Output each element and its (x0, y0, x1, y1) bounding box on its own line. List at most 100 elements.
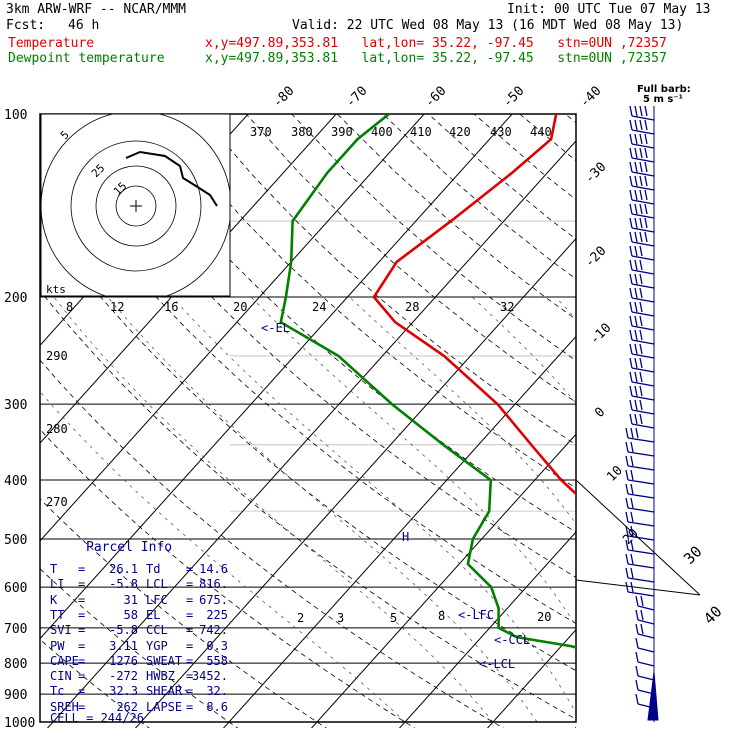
barb-flag (630, 539, 634, 551)
wind-barb (629, 217, 655, 233)
parcel-param-value: 8.6 (206, 699, 228, 714)
pressure-label: 800 (4, 657, 27, 672)
parcel-param-name: SHEAR (146, 684, 183, 699)
barb-flag (625, 469, 629, 481)
barb-flag (625, 483, 629, 495)
side-scale-label: 280 (46, 422, 68, 436)
pressure-label: 100 (4, 108, 27, 123)
barb-flag (639, 385, 643, 397)
barb-flag (625, 553, 629, 565)
wind-barb (629, 133, 655, 149)
isotherm-line (398, 531, 576, 728)
wind-barb (629, 119, 655, 135)
hodograph-ring (70, 140, 202, 272)
pressure-label: 1000 (4, 716, 35, 731)
parcel-equals: = (78, 562, 86, 576)
temperature-trace (372, 114, 576, 496)
barb-flag (630, 567, 634, 579)
parcel-equals: = (78, 699, 86, 714)
barb-shaft (631, 381, 655, 387)
barb-flag (629, 259, 633, 271)
parcel-param-value: -5.8 (109, 577, 138, 592)
parcel-equals: = (78, 577, 86, 592)
wind-barb (629, 385, 655, 401)
parcel-param-name: CCL (146, 623, 168, 638)
barb-shaft (631, 409, 655, 415)
parcel-param-value: 31 (123, 592, 138, 607)
wind-barb (635, 623, 655, 639)
el-marker: <-EL (261, 321, 290, 335)
barb-flag (630, 469, 634, 481)
barb-flag (625, 441, 629, 453)
isotherm-label: -40 (577, 84, 604, 111)
dry-adiabat (40, 219, 576, 672)
barb-flag (629, 133, 633, 145)
barb-flag (629, 329, 633, 341)
theta-label: 380 (291, 125, 313, 139)
barb-flag (634, 287, 638, 299)
barb-shaft (631, 283, 655, 289)
isotherm-label: -60 (422, 84, 449, 111)
wind-barb (625, 455, 655, 471)
barb-flag (629, 357, 633, 369)
mixing-ratio-label: 3 (337, 611, 344, 625)
barb-shaft (637, 619, 655, 625)
barb-flag (629, 231, 633, 243)
parcel-param-name: LFC (146, 592, 168, 607)
barb-flag (639, 189, 643, 201)
dry-adiabat (40, 568, 239, 728)
barb-shaft (627, 479, 655, 485)
sounding-traces (279, 114, 576, 649)
barb-flag (634, 231, 638, 243)
parcel-equals: = (78, 638, 86, 653)
parcel-param-name: SWEAT (146, 653, 183, 668)
barb-flag (630, 427, 634, 439)
isotherm-label: -10 (587, 321, 614, 348)
isotherm-line (657, 100, 740, 734)
mixing-ratio-label: 2 (297, 611, 304, 625)
barb-flag (639, 315, 643, 327)
isotherm-label: -70 (343, 84, 370, 111)
dry-adiabat (40, 359, 505, 728)
barb-flag (640, 595, 644, 607)
barb-flag (630, 483, 634, 495)
barb-shaft (627, 591, 655, 597)
wind-barb (629, 315, 655, 331)
barb-flag (639, 301, 643, 313)
barb-flag (630, 497, 634, 509)
barb-flag (644, 217, 648, 229)
barb-flag (634, 189, 638, 201)
parcel-equals: = (186, 669, 194, 684)
plot-border (39, 113, 577, 723)
parcel-equals: = (186, 623, 194, 638)
barb-flag (639, 259, 643, 271)
dry-adiabat (656, 114, 740, 735)
barb-flag (629, 175, 633, 187)
barb-flag (629, 399, 633, 411)
wind-barb (629, 189, 655, 205)
wind-barb (635, 665, 655, 681)
barb-flag (629, 245, 633, 257)
barb-flag (640, 623, 644, 635)
barb-shaft (627, 507, 655, 513)
barb-flag (634, 119, 638, 131)
barb-flag (634, 147, 638, 159)
speed-tick-label: 28 (405, 300, 419, 314)
barb-shaft (631, 213, 655, 219)
wind-barb (625, 539, 655, 555)
barb-flag (629, 147, 633, 159)
hodograph-ring (115, 185, 157, 227)
isotherm-line (310, 433, 576, 728)
barb-shaft (637, 661, 655, 667)
barb-flag (644, 231, 648, 243)
barb-shaft (627, 437, 655, 443)
barb-shaft (631, 297, 655, 303)
pressure-label: 300 (4, 398, 27, 413)
barb-flag (634, 105, 638, 117)
parcel-param-name: HWBZ (146, 669, 175, 684)
theta-label: 370 (250, 125, 272, 139)
barb-flag (634, 315, 638, 327)
barb-flag (625, 567, 629, 579)
isotherm-label: -80 (270, 84, 297, 111)
parcel-param-name: CAPE (50, 653, 79, 668)
